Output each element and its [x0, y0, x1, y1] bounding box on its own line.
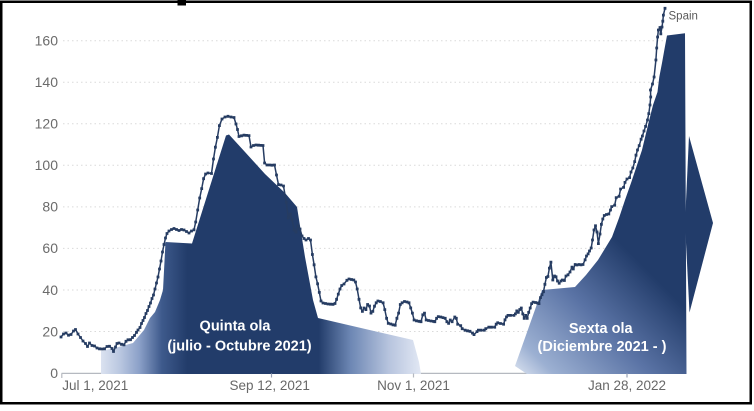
svg-text:100: 100: [35, 157, 59, 173]
svg-text:Spain: Spain: [669, 11, 698, 23]
svg-text:Nov 1, 2021: Nov 1, 2021: [377, 378, 450, 393]
svg-text:140: 140: [35, 74, 59, 90]
svg-text:40: 40: [42, 282, 58, 298]
svg-text:20: 20: [42, 323, 58, 339]
svg-text:Quinta ola: Quinta ola: [200, 319, 272, 335]
svg-text:80: 80: [42, 199, 58, 215]
svg-text:Jan 28, 2022: Jan 28, 2022: [588, 378, 666, 393]
svg-text:(julio - Octubre 2021): (julio - Octubre 2021): [167, 338, 311, 354]
svg-text:0: 0: [50, 365, 58, 381]
svg-text:(Diciembre 2021 - ): (Diciembre 2021 - ): [538, 339, 667, 355]
svg-text:160: 160: [35, 33, 59, 49]
svg-text:120: 120: [35, 116, 59, 132]
svg-text:Sexta ola: Sexta ola: [569, 321, 634, 337]
svg-text:60: 60: [42, 240, 58, 256]
svg-text:Sep 12, 2021: Sep 12, 2021: [230, 378, 310, 393]
svg-text:Jul 1, 2021: Jul 1, 2021: [62, 378, 128, 393]
